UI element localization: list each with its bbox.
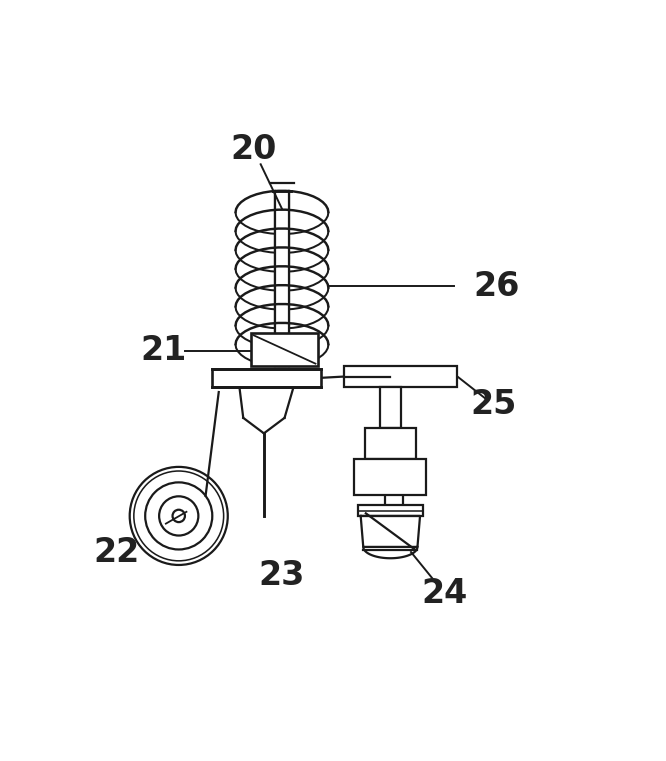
Polygon shape [361, 516, 420, 547]
Text: 23: 23 [259, 559, 305, 592]
Text: 24: 24 [422, 577, 468, 610]
Bar [358, 505, 423, 516]
Polygon shape [363, 547, 418, 559]
Bar [380, 387, 401, 428]
Text: 22: 22 [94, 536, 140, 568]
Bar [275, 191, 288, 366]
Bar [354, 459, 426, 495]
Bar [251, 333, 318, 366]
Bar [364, 428, 416, 459]
Text: 20: 20 [230, 133, 277, 166]
Text: 26: 26 [473, 269, 519, 303]
Bar [212, 369, 321, 387]
Text: 25: 25 [470, 388, 517, 422]
Bar [344, 366, 458, 387]
Text: 21: 21 [140, 334, 186, 368]
